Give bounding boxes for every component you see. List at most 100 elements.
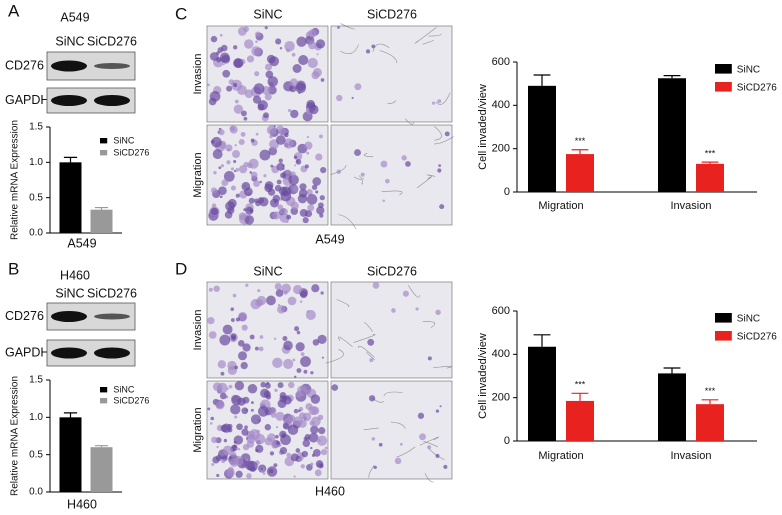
cell [253, 83, 265, 95]
membrane-crease [353, 334, 376, 343]
cell [295, 80, 306, 91]
cell [245, 206, 254, 215]
cell [367, 338, 375, 346]
cell [259, 180, 262, 184]
cell [218, 186, 227, 195]
membrane-crease [396, 446, 416, 458]
cell [264, 26, 268, 30]
cell [219, 33, 223, 37]
cell [235, 470, 243, 478]
cell [237, 397, 246, 406]
cell [252, 95, 262, 104]
cell [231, 335, 236, 341]
cell [240, 110, 247, 117]
cell [320, 78, 325, 82]
cell [234, 365, 239, 370]
cell [443, 464, 448, 469]
y-tick-label: 400 [492, 99, 510, 111]
cell [227, 427, 233, 433]
y-axis-label: Relative mRNA Expression [10, 120, 21, 240]
cell [210, 187, 218, 194]
row-label: Invasion [192, 310, 204, 351]
cell [230, 167, 235, 171]
cell [279, 47, 283, 50]
cell [273, 337, 277, 340]
row-label: Migration [192, 407, 204, 452]
cell [226, 160, 231, 165]
bar [566, 400, 594, 441]
y-tick-label: 1.0 [29, 412, 43, 423]
cell [318, 427, 326, 435]
membrane-crease [364, 321, 373, 332]
membrane-crease [358, 345, 375, 358]
cell [249, 171, 253, 174]
membrane-crease [419, 436, 440, 446]
cell [255, 132, 259, 136]
cell [232, 293, 237, 298]
y-tick-label: 0 [504, 186, 510, 198]
cell [282, 423, 290, 430]
cell [306, 99, 316, 109]
cell [232, 45, 238, 50]
cell [320, 291, 324, 295]
cell [278, 158, 283, 163]
cell [240, 361, 248, 370]
legend-swatch [100, 398, 108, 404]
cell [290, 109, 299, 119]
membrane-crease [372, 43, 390, 52]
cell [283, 138, 294, 149]
cell [211, 463, 215, 467]
cell [292, 185, 299, 193]
cell [316, 435, 328, 446]
cell [282, 336, 288, 342]
blot-band [94, 347, 130, 359]
membrane-crease [428, 33, 442, 37]
cell [250, 401, 254, 404]
cell [208, 287, 213, 292]
bar [696, 404, 724, 441]
cell [222, 445, 233, 456]
cell [222, 69, 231, 78]
x-axis-label: H460 [67, 497, 97, 511]
cell [290, 453, 299, 462]
cell [253, 180, 261, 188]
cell [220, 424, 229, 433]
cell [444, 131, 450, 137]
cell [291, 52, 296, 57]
legend-label: SiNC [737, 65, 760, 76]
cell [208, 97, 217, 106]
cell [275, 411, 285, 421]
cell [318, 202, 324, 209]
cell [213, 285, 220, 292]
x-tick-label: Migration [538, 200, 583, 212]
cell [310, 425, 319, 434]
membrane-crease [426, 174, 436, 177]
cell [238, 212, 247, 221]
cell [275, 434, 279, 439]
cell [233, 435, 244, 445]
cell [238, 138, 245, 146]
membrane-crease [424, 472, 434, 483]
cell [277, 382, 284, 389]
column-label: SiNC [253, 264, 282, 278]
cell [211, 136, 222, 148]
cell [269, 451, 275, 456]
cell [275, 38, 282, 45]
cell [273, 463, 278, 468]
cell [244, 215, 255, 225]
cell [221, 458, 226, 464]
cell [225, 144, 233, 152]
cell [303, 369, 308, 374]
cell [263, 112, 269, 119]
cell-line-label: H460 [315, 484, 345, 498]
cell [319, 195, 325, 201]
cell [310, 394, 321, 404]
bar [90, 447, 113, 492]
cell [232, 128, 235, 131]
cell [240, 131, 246, 137]
cell [274, 388, 278, 392]
cell [255, 200, 261, 207]
column-label: SiCD276 [367, 264, 417, 278]
cell [234, 99, 239, 104]
cell [217, 47, 224, 53]
